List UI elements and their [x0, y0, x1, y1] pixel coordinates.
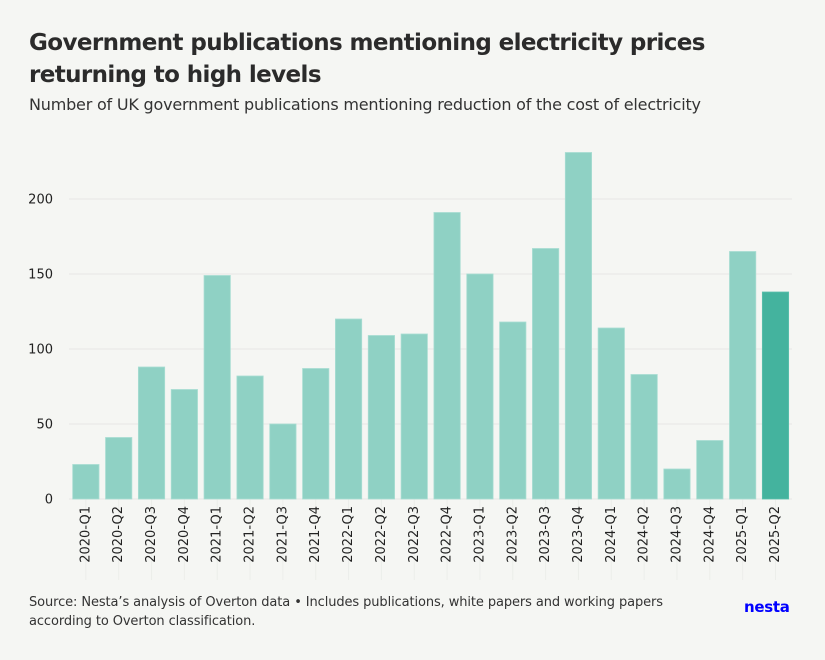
bar-2024-Q2	[630, 374, 658, 500]
bar-2024-Q3	[663, 468, 691, 500]
x-tick-label: 2020-Q1	[78, 506, 93, 563]
bar-2023-Q1	[466, 273, 494, 500]
x-tick-label: 2024-Q3	[669, 506, 684, 563]
bar-2020-Q3	[137, 366, 166, 500]
bar-2022-Q2	[367, 335, 395, 500]
bar-2020-Q1	[72, 464, 100, 500]
x-tick-label: 2020-Q3	[144, 506, 159, 563]
x-tick-label: 2022-Q1	[341, 506, 356, 563]
x-tick-lines	[85, 499, 776, 580]
y-tick-label: 100	[28, 343, 53, 358]
nesta-logo: nesta	[744, 598, 790, 616]
y-tick-label: 50	[36, 418, 53, 433]
bar-2024-Q4	[696, 440, 724, 500]
x-tick-label: 2021-Q1	[210, 506, 225, 563]
bars	[72, 152, 790, 500]
chart-title: Government publications mentioning elect…	[29, 30, 705, 88]
bar-2021-Q1	[203, 275, 231, 500]
y-axis: 0 50 100 150 200	[28, 193, 53, 508]
bar-2022-Q3	[400, 333, 428, 500]
bar-2025-Q2	[761, 291, 790, 500]
x-tick-label: 2023-Q3	[538, 506, 553, 563]
bar-2023-Q2	[499, 321, 527, 500]
x-tick-label: 2023-Q2	[505, 506, 520, 563]
x-tick-label: 2024-Q1	[604, 506, 619, 563]
bar-2023-Q4	[564, 152, 592, 500]
x-tick-label: 2022-Q4	[440, 506, 455, 563]
chart-subtitle: Number of UK government publications men…	[29, 95, 701, 114]
x-tick-label: 2020-Q2	[111, 506, 126, 563]
bar-2022-Q1	[335, 318, 363, 500]
x-tick-label: 2025-Q2	[768, 506, 783, 563]
bar-2021-Q4	[302, 368, 330, 500]
y-tick-label: 0	[45, 493, 53, 508]
bar-2020-Q2	[105, 437, 133, 500]
x-tick-label: 2024-Q2	[637, 506, 652, 563]
x-axis: 2020-Q1 2020-Q2 2020-Q3 2020-Q4 2021-Q1 2021-…	[78, 506, 783, 563]
y-tick-label: 150	[28, 268, 53, 283]
x-tick-label: 2020-Q4	[177, 506, 192, 563]
x-tick-label: 2023-Q1	[472, 506, 487, 563]
x-tick-label: 2025-Q1	[735, 506, 750, 563]
x-tick-label: 2021-Q2	[243, 506, 258, 563]
x-tick-label: 2021-Q3	[275, 506, 290, 563]
bar-2023-Q3	[532, 248, 560, 500]
bar-2022-Q4	[433, 212, 461, 500]
source-note: Source: Nesta’s analysis of Overton data…	[29, 595, 663, 629]
bar-2024-Q1	[597, 327, 625, 500]
bar-2020-Q4	[170, 389, 198, 500]
x-tick-label: 2021-Q4	[308, 506, 323, 563]
bar-2021-Q2	[236, 375, 264, 500]
bar-2021-Q3	[269, 423, 297, 500]
bar-2025-Q1	[729, 251, 757, 500]
y-tick-label: 200	[28, 193, 53, 208]
x-tick-label: 2024-Q4	[702, 506, 717, 563]
x-tick-label: 2022-Q3	[407, 506, 422, 563]
x-tick-label: 2023-Q4	[571, 506, 586, 563]
x-tick-label: 2022-Q2	[374, 506, 389, 563]
